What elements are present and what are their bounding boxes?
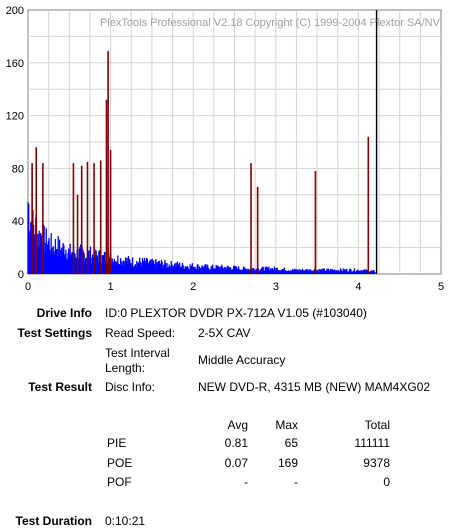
stats-header-total: Total: [364, 418, 390, 432]
y-tick-label: 160: [6, 58, 24, 70]
y-tick-label: 40: [12, 216, 24, 228]
x-tick-label: 0: [25, 281, 31, 293]
stats-row-pof-name: POF: [107, 475, 132, 489]
chart-ticks: 0 1 2 3 4 5 0 40 80 120 160 200: [6, 5, 444, 293]
x-tick-label: 4: [355, 281, 361, 293]
disc-info-label: Disc Info:: [105, 380, 156, 394]
x-tick-label: 1: [108, 281, 114, 293]
stats-row-pof-avg: -: [244, 475, 248, 489]
y-tick-label: 200: [6, 5, 24, 17]
stats-row-pof-total: 0: [383, 475, 390, 489]
stats-header-avg: Avg: [227, 418, 248, 432]
stats-row-pie-name: PIE: [107, 436, 127, 450]
test-interval-label: Test Interval Length:: [105, 346, 170, 376]
test-settings-label: Test Settings: [17, 326, 92, 340]
drive-info-label: Drive Info: [36, 306, 92, 320]
x-tick-label: 3: [273, 281, 279, 293]
stats-row-pie-avg: 0.81: [224, 436, 248, 450]
stats-header-max: Max: [275, 418, 298, 432]
stats-row-pie-total: 111111: [354, 436, 390, 450]
stats-row-poe-total: 9378: [363, 456, 390, 470]
y-tick-label: 80: [12, 163, 24, 175]
stats-row-poe-max: 169: [277, 456, 298, 470]
x-tick-label: 5: [438, 281, 444, 293]
chart-grid: [28, 10, 441, 274]
test-interval-label-line2: Length:: [105, 361, 146, 375]
test-duration-value: 0:10:21: [105, 514, 146, 528]
y-tick-label: 120: [6, 111, 24, 123]
x-tick-label: 2: [190, 281, 196, 293]
stats-row-poe-name: POE: [107, 456, 133, 470]
disc-info-value: NEW DVD-R, 4315 MB (NEW) MAM4XG02: [198, 380, 431, 394]
chart-marks: [27, 10, 378, 274]
y-tick-label: 0: [18, 269, 24, 281]
error-rate-chart: 0 1 2 3 4 5 0 40 80 120 160 200 PlexTools Professio…: [6, 5, 444, 293]
read-speed-label: Read Speed:: [105, 326, 176, 340]
read-speed-value: 2-5X CAV: [198, 326, 251, 340]
drive-info-value: ID:0 PLEXTOR DVDR PX-712A V1.05 (#103040…: [105, 306, 367, 320]
test-interval-value: Middle Accuracy: [198, 353, 286, 367]
stats-row-poe-avg: 0.07: [224, 456, 248, 470]
test-duration-label: Test Duration: [15, 514, 92, 528]
stats-row-pof-max: -: [294, 475, 298, 489]
test-interval-label-line1: Test Interval: [105, 346, 170, 360]
test-result-label: Test Result: [28, 380, 92, 394]
chart-watermark: PlexTools Professional V2.18 Copyright (…: [100, 17, 441, 29]
stats-row-pie-max: 65: [284, 436, 298, 450]
